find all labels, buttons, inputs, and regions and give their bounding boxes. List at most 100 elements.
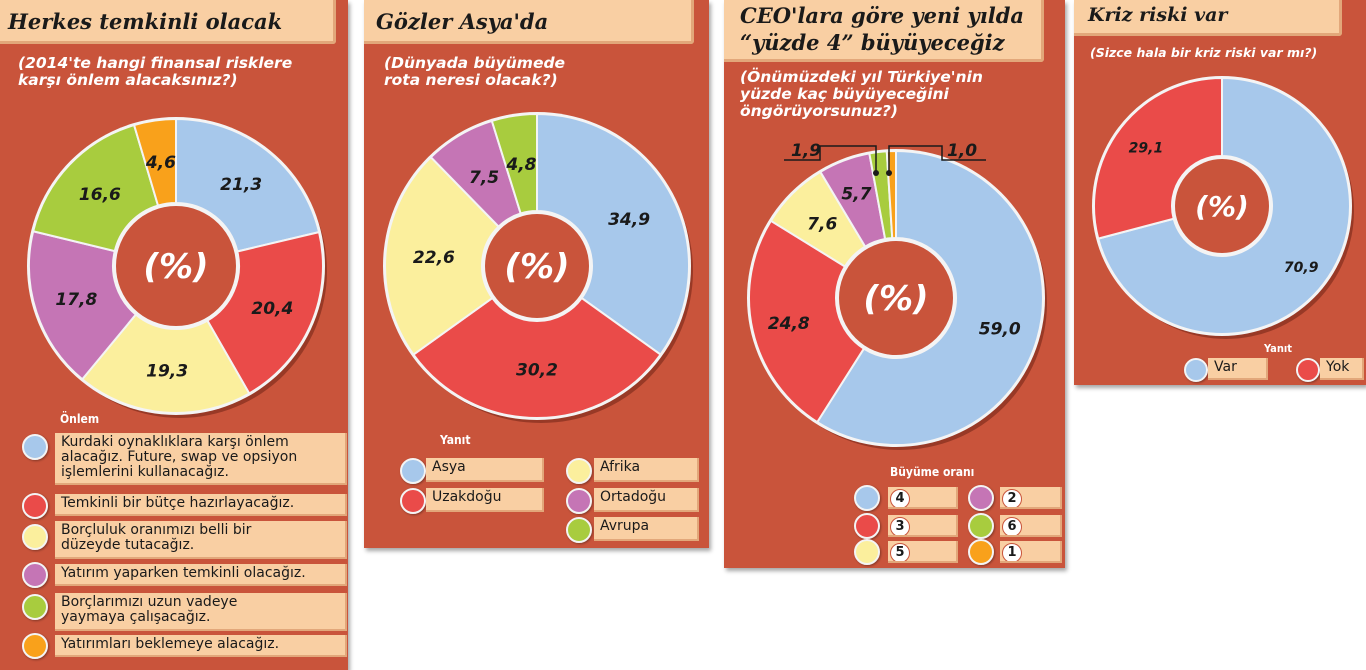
panel-title-tab: Herkes temkinli olacak	[0, 0, 336, 44]
slice-value-label: 5,7	[841, 184, 871, 204]
center-percent-label: (%)	[863, 279, 928, 319]
legend-label: Borçlarımızı uzun vadeye yaymaya çalışac…	[55, 593, 347, 631]
donut-hole	[839, 241, 953, 355]
slice-value-label: 7,6	[807, 214, 837, 234]
slice-value-label: 4,6	[145, 153, 176, 173]
slice-value-label: 1,9	[791, 141, 821, 161]
slice-value-label: 70,9	[1284, 260, 1319, 276]
legend-text: Borçlarımızı uzun vadeye	[61, 594, 238, 610]
donut-hole	[1175, 159, 1269, 253]
question-line: karşı önlem alacaksınız?)	[18, 71, 238, 89]
red-dot-icon	[400, 488, 426, 514]
legend-label: Kurdaki oynaklıklara karşı önlem alacağı…	[55, 433, 347, 485]
green-dot-icon	[22, 594, 48, 620]
panel-herkes-temkinli: Herkes temkinli olacak (2014'te hangi fi…	[0, 0, 348, 670]
legend-label: Yok	[1320, 358, 1364, 380]
slice-value-label: 19,3	[146, 362, 188, 382]
green-dot-icon	[566, 517, 592, 543]
panel-ceo-buyume: CEO'lara göre yeni yılda “yüzde 4” büyüy…	[724, 0, 1065, 568]
yellow-dot-icon	[22, 524, 48, 550]
question-line: (2014'te hangi finansal risklere	[18, 54, 293, 72]
panel-gozler-asya: Gözler Asya'da (Dünyada büyümede rota ne…	[364, 0, 709, 548]
slice-value-label: 24,8	[768, 314, 810, 334]
legend-label: 6	[1000, 515, 1062, 537]
legend-number: 3	[890, 517, 910, 535]
orange-dot-icon	[22, 633, 48, 659]
panel-title-tab: Kriz riski var	[1074, 0, 1342, 36]
question-line: öngörüyorsunuz?)	[740, 102, 898, 120]
legend-label: Avrupa	[594, 517, 699, 541]
legend-label: 5	[888, 541, 958, 563]
question-line: (Dünyada büyümede	[384, 54, 566, 72]
legend-label: Afrika	[594, 458, 699, 482]
slice-value-label: 4,8	[505, 155, 536, 175]
donut-chart-onlem: 21,3 20,4 19,3 17,8 16,6 4,6 (%)	[27, 117, 327, 418]
slice-value-label: 16,6	[79, 185, 121, 205]
legend-label: 2	[1000, 487, 1062, 509]
slice-value-label: 30,2	[516, 361, 558, 381]
legend-label: Temkinli bir bütçe hazırlayacağız.	[55, 494, 347, 516]
legend-title: Yanıt	[1264, 342, 1292, 355]
purple-dot-icon	[566, 488, 592, 514]
callout-dot	[886, 170, 892, 176]
panel-title-tab: CEO'lara göre yeni yılda “yüzde 4” büyüy…	[724, 0, 1044, 62]
legend-label: Var	[1208, 358, 1268, 380]
donut-chart-buyume: 59,0 24,8 7,65,7 (%) 1,9 1,0	[747, 141, 1047, 450]
purple-dot-icon	[968, 485, 994, 511]
donut-chart-rota: 34,9 30,2 22,6 7,5 4,8 (%)	[383, 112, 693, 423]
legend-text: Borçluluk oranımızı belli bir	[61, 522, 252, 538]
question-line: (Önümüzdeki yıl Türkiye'nin	[740, 68, 983, 86]
legend-label: Yatırım yaparken temkinli olacağız.	[55, 564, 347, 586]
legend-text: yaymaya çalışacağız.	[61, 609, 211, 625]
legend-text: Yatırım yaparken temkinli olacağız.	[61, 565, 306, 581]
legend-title: Yanıt	[440, 433, 471, 447]
panel-question: (Sizce hala bir kriz riski var mı?)	[1090, 45, 1318, 60]
legend-title: Büyüme oranı	[890, 465, 975, 479]
legend-text: Kurdaki oynaklıklara karşı önlem	[61, 434, 289, 450]
callout-line	[784, 145, 877, 172]
question-line: rota neresi olacak?)	[384, 71, 558, 89]
slice-value-label: 17,8	[55, 290, 97, 310]
slice-value-label: 21,3	[220, 175, 262, 195]
legend-text: alacağız. Future, swap ve opsiyon	[61, 449, 298, 465]
yellow-dot-icon	[854, 539, 880, 565]
legend-text: Temkinli bir bütçe hazırlayacağız.	[61, 495, 295, 511]
orange-dot-icon	[968, 539, 994, 565]
callout-dot	[873, 170, 879, 176]
purple-dot-icon	[22, 562, 48, 588]
panel-question: (Önümüzdeki yıl Türkiye'nin yüzde kaç bü…	[740, 69, 983, 120]
panel-title-line: CEO'lara göre yeni yılda	[740, 3, 1025, 28]
center-percent-label: (%)	[143, 247, 208, 287]
legend-label: 4	[888, 487, 958, 509]
red-dot-icon	[22, 493, 48, 519]
panel-question: (Dünyada büyümede rota neresi olacak?)	[384, 55, 565, 89]
legend-label: 3	[888, 515, 958, 537]
legend-number: 6	[1002, 517, 1022, 535]
panel-title-tab: Gözler Asya'da	[364, 0, 694, 44]
panel-title-line: “yüzde 4” büyüyeceğiz	[740, 30, 1005, 55]
legend-number: 5	[890, 543, 910, 561]
slice-value-label: 1,0	[947, 141, 977, 161]
slice-value-label: 34,9	[608, 210, 650, 230]
yellow-dot-icon	[566, 458, 592, 484]
blue-dot-icon	[22, 434, 48, 460]
legend-label: Ortadoğu	[594, 488, 699, 512]
center-percent-label: (%)	[504, 247, 569, 287]
legend-number: 2	[1002, 489, 1022, 507]
donut-hole	[485, 214, 589, 318]
slice-value-label: 20,4	[251, 299, 293, 319]
donut-hole	[116, 206, 236, 326]
legend-text: işlemlerini kullanacağız.	[61, 464, 229, 480]
slice-value-label: 7,5	[469, 168, 499, 188]
slice-value-label: 22,6	[413, 248, 455, 268]
slice-value-label: 29,1	[1129, 140, 1164, 156]
legend-text: düzeyde tutacağız.	[61, 537, 195, 553]
panel-title: Herkes temkinli olacak	[8, 9, 283, 34]
legend-label: Uzakdoğu	[426, 488, 544, 512]
red-dot-icon	[1296, 358, 1320, 382]
donut-chart-kriz: 70,9 29,1 (%)	[1092, 76, 1354, 339]
legend-label: Asya	[426, 458, 544, 482]
legend-label: Borçluluk oranımızı belli bir düzeyde tu…	[55, 521, 347, 559]
blue-dot-icon	[854, 485, 880, 511]
center-percent-label: (%)	[1195, 190, 1249, 223]
